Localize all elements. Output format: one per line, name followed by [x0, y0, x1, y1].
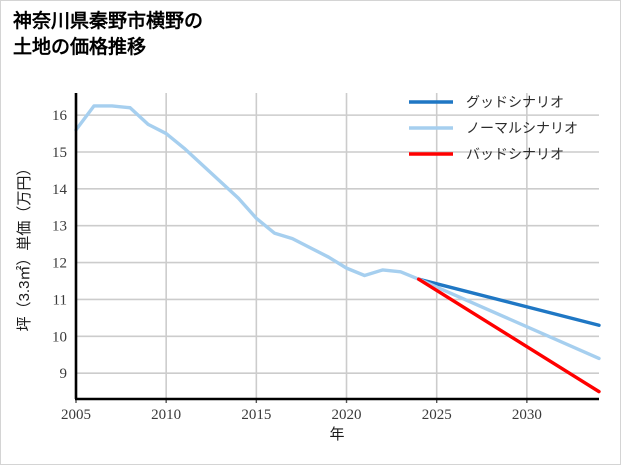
y-tick-label: 14 [52, 182, 68, 198]
gridlines [75, 93, 599, 399]
legend-label: グッドシナリオ [466, 94, 564, 110]
y-tick-labels: 9 10 11 12 13 14 15 16 [52, 108, 68, 382]
y-tick-label: 15 [52, 145, 67, 161]
x-tick-label: 2025 [422, 407, 452, 423]
x-tick-label: 2020 [332, 407, 362, 423]
y-tick-label: 12 [52, 256, 67, 272]
axis-spines [74, 93, 599, 401]
y-tick-label: 13 [52, 219, 67, 235]
data-series [74, 104, 601, 394]
x-tick-labels: 2005 2010 2015 2020 2025 2030 [61, 407, 542, 423]
page-title: 神奈川県秦野市横野の 土地の価格推移 [13, 11, 204, 58]
series-line [416, 277, 601, 394]
x-axis-title: 年 [329, 426, 344, 443]
series-line [74, 104, 601, 361]
y-tick-label: 10 [52, 329, 67, 345]
series-line [416, 277, 601, 327]
x-tick-label: 2005 [61, 407, 91, 423]
y-tick-label: 16 [52, 108, 68, 124]
x-tick-label: 2015 [241, 407, 271, 423]
x-tick-label: 2030 [512, 407, 542, 423]
y-tick-label: 11 [53, 292, 67, 308]
y-tick-label: 9 [60, 366, 68, 382]
y-axis-title: 坪（3.3㎡）単価（万円） [16, 161, 33, 332]
legend-label: ノーマルシナリオ [466, 120, 578, 136]
x-tick-label: 2010 [151, 407, 181, 423]
legend-label: バッドシナリオ [466, 146, 564, 162]
